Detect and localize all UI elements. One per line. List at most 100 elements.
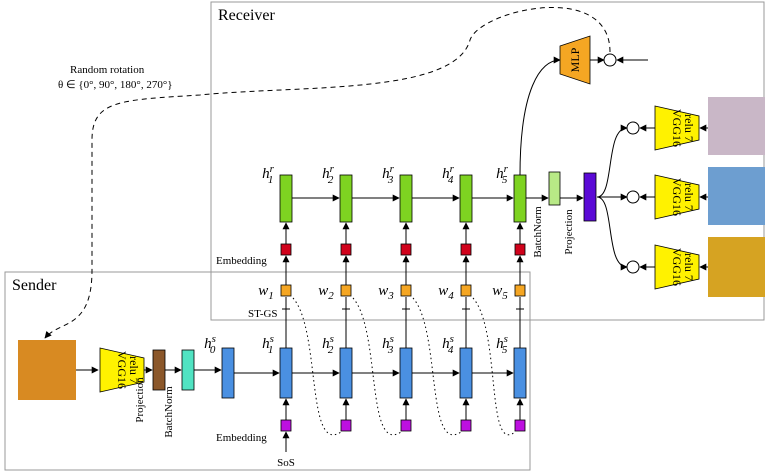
sender-hidden-label-sup: s: [450, 333, 454, 345]
dot-product: [626, 121, 640, 135]
symbol-label: w1: [258, 283, 274, 302]
undefined-line1: VGG16: [670, 248, 684, 286]
sender-embedding-label: Embedding: [216, 432, 267, 444]
symbol-label-sub: 4: [448, 290, 454, 302]
receiver-hidden-label: hr 4: [442, 163, 455, 186]
sender-hidden-label-base: h: [262, 336, 270, 352]
dot-product: [626, 190, 640, 204]
symbol-label-sub: 5: [502, 290, 508, 302]
sender-embedding-square: [340, 419, 352, 432]
rotation-formula: θ ∈ {0°, 90°, 180°, 270°}: [58, 79, 173, 91]
sender-hidden-label-sub: 3: [387, 344, 394, 356]
symbol-label-sub: 2: [328, 290, 334, 302]
st-gs-link: [462, 297, 470, 348]
proj-to-dot: [596, 196, 628, 271]
receiver-embedding-label: Embedding: [216, 255, 267, 267]
sender-image: [18, 340, 76, 400]
symbol-label-sub: 1: [268, 290, 274, 302]
symbol-label-base: w: [318, 283, 328, 299]
receiver-hidden-label: hr 3: [382, 163, 395, 186]
st-gs-link: [282, 297, 290, 348]
sender-vgg: [99, 347, 145, 393]
mlp-label: MLP: [568, 47, 582, 72]
undefined-line2: relu 7: [682, 253, 696, 281]
feedback-link: [292, 297, 342, 436]
receiver-projection: [583, 172, 597, 222]
rotation-title: Random rotation: [70, 64, 145, 76]
sender-hidden-label-sub: 5: [502, 344, 508, 356]
receiver-box: [210, 1, 765, 321]
rotation-arrow: [44, 7, 611, 339]
receiver-hidden: [399, 174, 413, 223]
sender-hidden-label-sub: 2: [328, 344, 334, 356]
receiver-hidden: [513, 174, 527, 223]
sender-hidden-label: hs 2: [322, 333, 334, 356]
sender-hidden: [279, 347, 293, 399]
embedding-square: [460, 243, 472, 256]
sender-embedding-square: [400, 419, 412, 432]
symbol-square: [280, 284, 292, 297]
h5-to-mlp: [519, 56, 561, 176]
sender-box: [4, 271, 531, 471]
sender-hidden-label-sup: s: [504, 333, 508, 345]
mlp: [559, 35, 591, 85]
symbol-label-base: w: [378, 283, 388, 299]
receiver-hidden-label-sub: 2: [328, 174, 334, 186]
sender-batchnorm-label: BatchNorm: [163, 386, 175, 438]
sender-embedding-square: [460, 419, 472, 432]
undefined: [654, 244, 700, 290]
sender-hidden-label: hs 0: [204, 333, 216, 356]
feedback-link: [472, 297, 516, 436]
receiver-hidden: [279, 174, 293, 223]
sender-embedding-square: [514, 419, 526, 432]
sender-hidden-label-sup: s: [330, 333, 334, 345]
undefined-line2: relu 7: [682, 114, 696, 142]
sender-hidden-label-base: h: [322, 336, 330, 352]
symbol-label-sub: 3: [387, 290, 394, 302]
receiver-hidden-label-base: h: [262, 166, 270, 182]
sender-hidden-label-sup: s: [270, 333, 274, 345]
receiver-hidden-label-base: h: [496, 166, 504, 182]
symbol-label: w2: [318, 283, 334, 302]
sender-hidden: [459, 347, 473, 399]
sender-projection-label: Projection: [134, 377, 146, 423]
receiver-hidden-label: hr 1: [262, 163, 275, 186]
sender-hidden-label: hs 5: [496, 333, 508, 356]
receiver-hidden: [459, 174, 473, 223]
receiver-batchnorm-label: BatchNorm: [532, 206, 544, 258]
receiver-hidden-label-sup: r: [504, 163, 509, 175]
sos-label: SoS: [277, 457, 295, 469]
receiver-hidden-label-sup: r: [390, 163, 395, 175]
undefined-line1: VGG16: [670, 109, 684, 147]
sender-hidden-label-base: h: [382, 336, 390, 352]
horse-image: [708, 97, 765, 155]
receiver-hidden-label-sub: 5: [502, 174, 508, 186]
receiver-title: Receiver: [218, 7, 276, 24]
st-gs-label: ST-GS: [248, 308, 278, 320]
embedding-square: [340, 243, 352, 256]
embedding-square: [400, 243, 412, 256]
sender-hidden-label-sup: s: [390, 333, 394, 345]
sender-hidden-label-base: h: [496, 336, 504, 352]
sender-hidden-label-sub: 0: [210, 344, 216, 356]
symbol-square: [460, 284, 472, 297]
st-gs-link: [516, 297, 524, 348]
symbol-square: [514, 284, 526, 297]
undefined-line1: VGG16: [670, 178, 684, 216]
receiver-hidden-label-sup: r: [270, 163, 275, 175]
boat-image: [708, 167, 765, 225]
undefined-line2: relu 7: [682, 183, 696, 211]
sender-projection: [152, 349, 166, 391]
receiver-batchnorm: [548, 171, 561, 206]
sender-title: Sender: [12, 277, 57, 294]
symbol-label-base: w: [258, 283, 268, 299]
symbol-label: w4: [438, 283, 454, 302]
receiver-hidden-label-sup: r: [330, 163, 335, 175]
receiver-hidden-label-base: h: [322, 166, 330, 182]
sender-batchnorm: [181, 349, 195, 391]
car-image: [708, 237, 765, 297]
symbol-label-base: w: [438, 283, 448, 299]
sender-hidden-label: hs 4: [442, 333, 454, 356]
embedding-square: [514, 243, 526, 256]
